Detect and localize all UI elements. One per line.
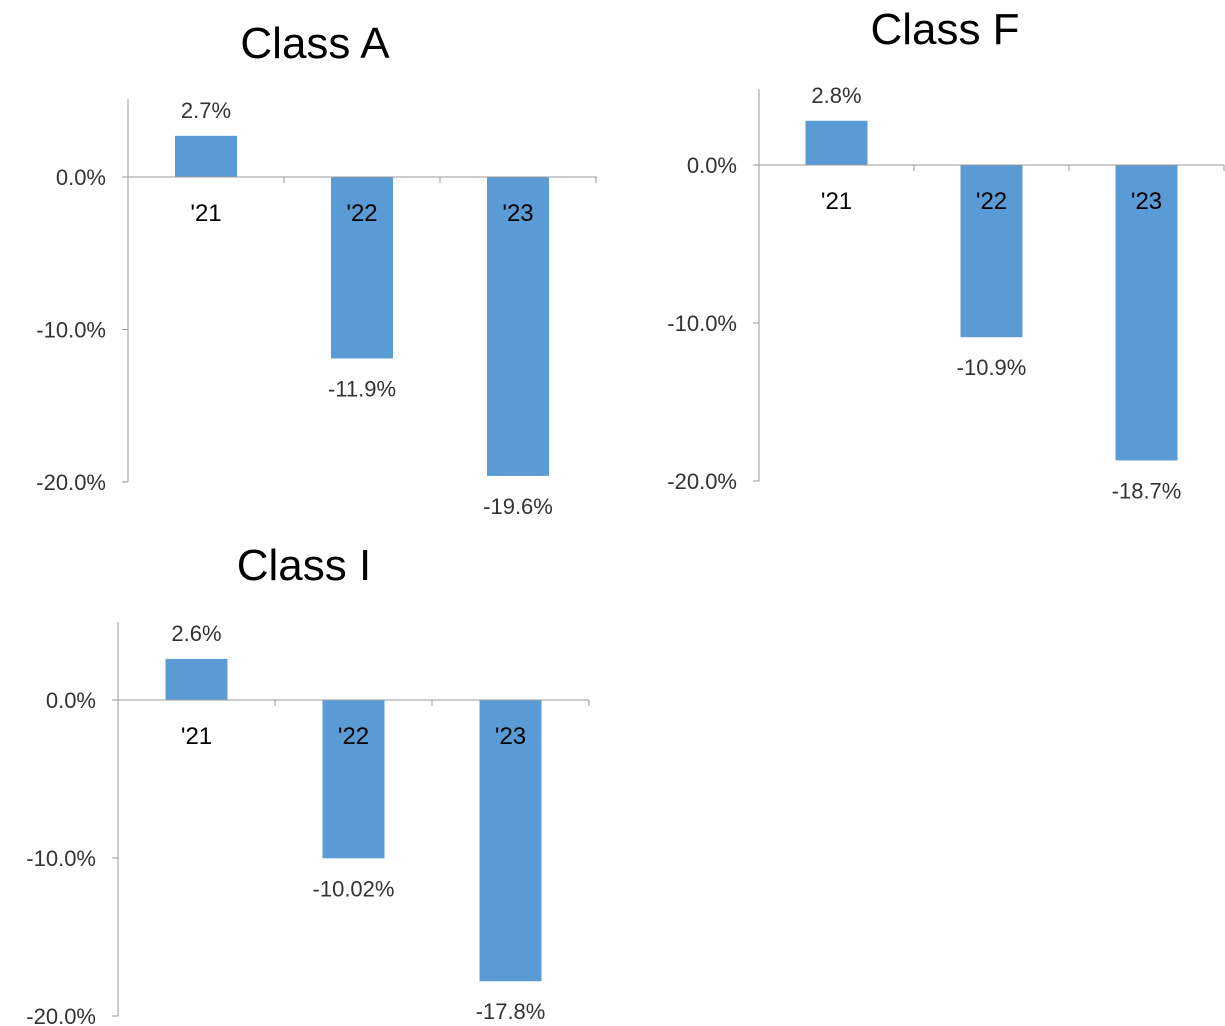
y-tick-label: 0.0% xyxy=(56,165,106,190)
chart-2: Class F 0.0% -10.0% -20.0% '21 '22 '23 2.8% -10.… xyxy=(667,5,1225,503)
data-label: 2.8% xyxy=(811,83,861,108)
bar xyxy=(331,177,393,359)
y-tick-label: -10.0% xyxy=(36,318,106,343)
y-tick-label: -20.0% xyxy=(26,1004,96,1026)
chart-1: Class A 0.0% -10.0% -20.0% '21 '22 '23 2.7% -11.… xyxy=(36,19,597,519)
data-label: -17.8% xyxy=(476,999,546,1024)
category-label: '23 xyxy=(502,200,533,227)
data-label: -10.9% xyxy=(957,355,1027,380)
data-label: 2.6% xyxy=(171,621,221,646)
data-label: -11.9% xyxy=(328,376,396,401)
data-label: -19.6% xyxy=(483,494,553,519)
data-label: 2.7% xyxy=(181,98,231,123)
chart-title: Class F xyxy=(870,5,1019,54)
bar xyxy=(960,165,1023,338)
bar xyxy=(487,177,549,476)
y-tick-label: -20.0% xyxy=(667,469,737,494)
data-label: -18.7% xyxy=(1112,478,1182,503)
bar xyxy=(479,700,542,982)
bar xyxy=(1115,165,1178,461)
bar xyxy=(805,120,868,165)
category-label: '22 xyxy=(346,200,377,227)
category-label: '21 xyxy=(190,200,221,227)
category-label: '21 xyxy=(181,723,212,750)
y-tick-label: -10.0% xyxy=(26,846,96,871)
chart-title: Class A xyxy=(240,19,390,68)
bar xyxy=(165,658,228,700)
category-label: '22 xyxy=(338,723,369,750)
chart-title: Class I xyxy=(237,541,371,590)
y-tick-label: 0.0% xyxy=(46,688,96,713)
bar xyxy=(322,700,385,859)
bar xyxy=(175,135,237,177)
y-tick-label: 0.0% xyxy=(687,153,737,178)
category-label: '21 xyxy=(821,188,852,215)
category-label: '23 xyxy=(495,723,526,750)
category-label: '22 xyxy=(976,188,1007,215)
category-label: '23 xyxy=(1131,188,1162,215)
y-tick-label: -10.0% xyxy=(667,311,737,336)
data-label: -10.02% xyxy=(313,876,395,901)
y-tick-label: -20.0% xyxy=(36,470,106,495)
chart-3: Class I 0.0% -10.0% -20.0% '21 '22 '23 2.6% -10.… xyxy=(26,541,590,1026)
